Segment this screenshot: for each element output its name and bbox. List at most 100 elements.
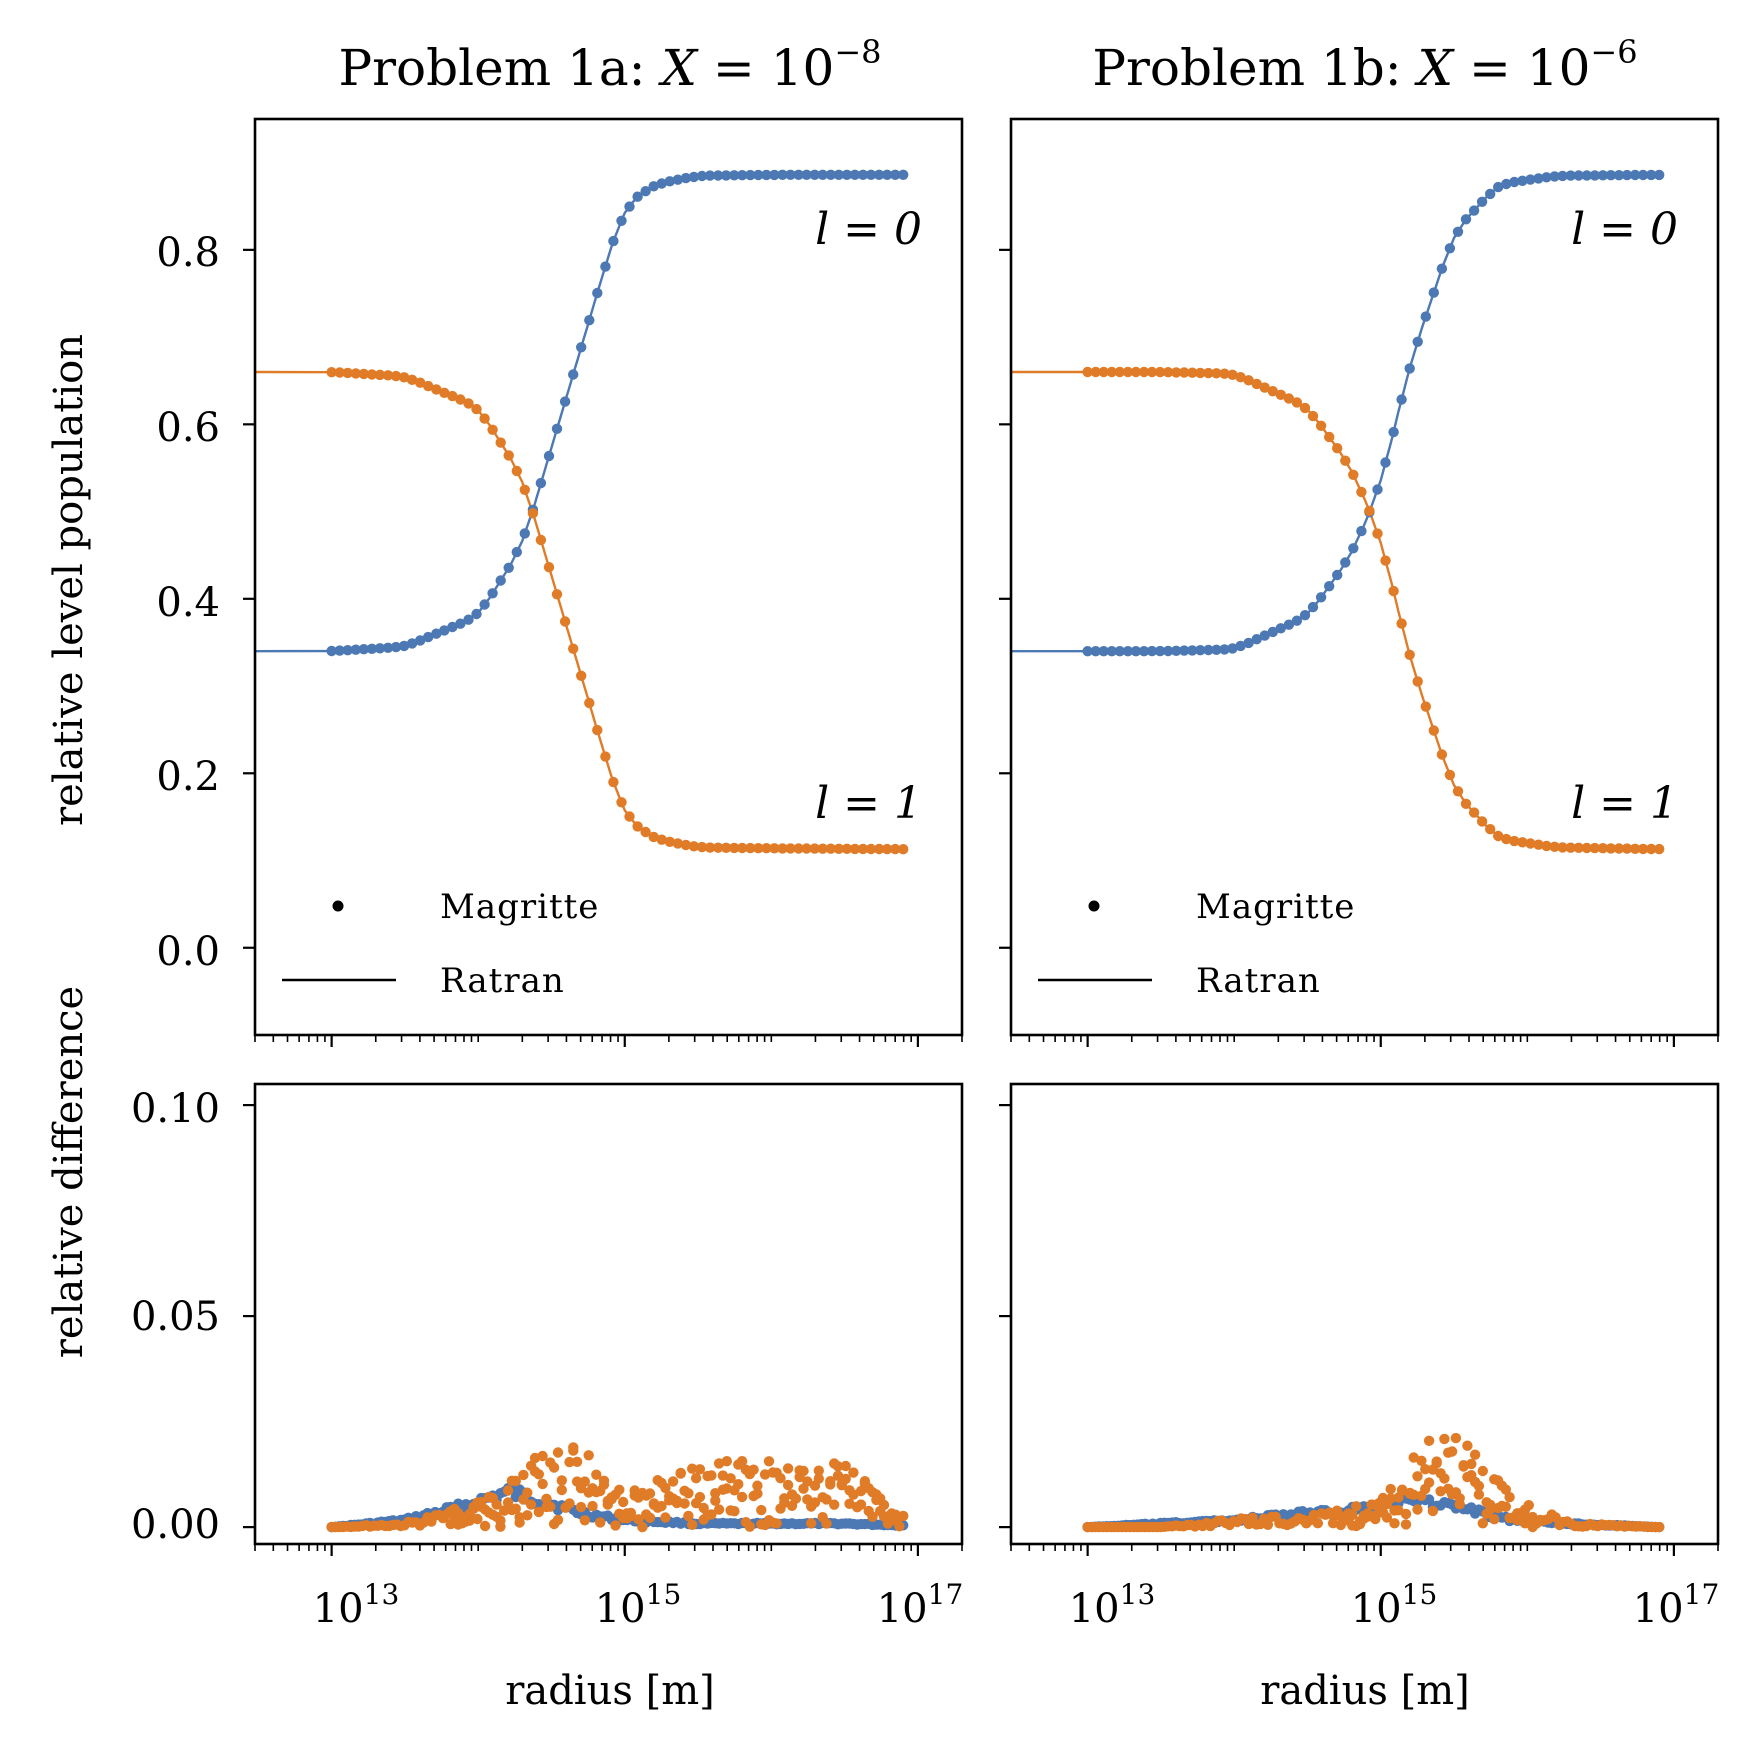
data-point-l0 [559, 396, 571, 407]
data-point-l0 [398, 640, 410, 652]
data-point-l0 [1509, 176, 1520, 188]
diff-point-l1 [752, 1480, 763, 1491]
data-point-l1 [865, 843, 877, 855]
data-point-l0 [696, 170, 708, 182]
data-point-l1 [1114, 366, 1126, 378]
diff-point-l1 [840, 1460, 851, 1472]
diff-point-l1 [522, 1487, 533, 1498]
data-point-l1 [890, 843, 901, 855]
data-point-l1 [350, 368, 361, 379]
diff-point-l1 [744, 1521, 755, 1532]
data-point-l1 [1211, 368, 1222, 379]
data-point-l0 [519, 528, 530, 539]
diff-point-l1 [1477, 1518, 1489, 1529]
diff-point-l1 [1312, 1518, 1324, 1529]
data-point-l1 [1428, 725, 1440, 736]
data-point-l1 [559, 616, 571, 627]
data-point-l1 [398, 372, 410, 383]
data-point-l0 [881, 169, 893, 180]
diff-point-l1 [736, 1491, 748, 1503]
diff-point-l1 [1408, 1489, 1419, 1501]
data-point-l0 [1460, 214, 1472, 225]
diff-point-l1 [591, 1469, 602, 1480]
data-point-l1 [1171, 367, 1182, 378]
diff-point-l1 [840, 1473, 851, 1485]
diff-point-l1 [644, 1512, 656, 1524]
data-point-l1 [1444, 769, 1456, 781]
data-point-l0 [1565, 170, 1576, 181]
diff-point-l1 [867, 1511, 878, 1523]
data-point-l0 [1340, 557, 1351, 568]
data-point-l1 [841, 843, 853, 854]
diff-point-l1 [472, 1513, 483, 1525]
data-point-l0 [865, 169, 877, 180]
data-point-l0 [592, 287, 603, 299]
data-point-l1 [1597, 843, 1609, 854]
data-point-l1 [1219, 368, 1230, 379]
diff-point-l1 [595, 1517, 606, 1528]
data-point-l1 [584, 697, 595, 709]
diff-point-l1 [656, 1500, 667, 1512]
data-point-l0 [785, 169, 796, 180]
data-point-l0 [1629, 169, 1641, 181]
data-point-l0 [1452, 226, 1464, 237]
diff-point-l1 [1439, 1473, 1450, 1484]
data-point-l1 [568, 643, 579, 654]
bottom-y-tick-label: 0.05 [131, 1294, 220, 1340]
data-point-l0 [1203, 644, 1214, 656]
data-point-l1 [769, 843, 780, 854]
diff-point-l1 [518, 1469, 529, 1481]
data-point-l1 [366, 369, 378, 380]
data-point-l0 [680, 172, 692, 184]
diff-point-l1 [713, 1504, 725, 1515]
top-y-tick-label: 0.4 [156, 580, 220, 626]
data-point-l1 [1203, 367, 1214, 379]
diff-point-l1 [598, 1475, 610, 1487]
diff-point-l1 [671, 1497, 683, 1509]
data-point-l0 [334, 645, 345, 656]
data-point-l0 [1533, 173, 1544, 184]
data-point-l1 [543, 562, 555, 573]
data-point-l1 [1324, 431, 1335, 443]
data-point-l0 [1541, 172, 1552, 183]
panel-b-title: Problem 1b: X = 10−6 [1092, 33, 1637, 97]
diff-point-l1 [802, 1476, 813, 1487]
data-point-l0 [1517, 175, 1528, 186]
diff-point-l1 [779, 1493, 790, 1504]
data-point-l1 [1122, 366, 1134, 378]
data-point-l0 [415, 635, 426, 646]
diff-point-l1 [514, 1517, 525, 1528]
data-point-l0 [1621, 169, 1633, 181]
diff-point-l1 [510, 1475, 521, 1487]
diff-point-l1 [729, 1506, 740, 1517]
diff-point-l1 [710, 1495, 721, 1506]
data-point-l1 [648, 831, 659, 843]
legend-marker [332, 900, 344, 912]
diff-point-l1 [533, 1469, 544, 1480]
data-point-l0 [358, 644, 369, 655]
diff-point-l1 [618, 1496, 629, 1508]
data-point-l1 [479, 413, 490, 424]
diff-point-l1 [495, 1521, 506, 1532]
data-point-l1 [761, 843, 772, 854]
x-tick-label: 1013 [1069, 1578, 1156, 1632]
data-point-l0 [1243, 637, 1254, 649]
legend: Magritte Ratran [1038, 887, 1354, 1001]
data-point-l1 [1485, 824, 1496, 835]
diff-point-l1 [1351, 1501, 1362, 1512]
diff-point-l1 [752, 1488, 763, 1499]
data-point-l1 [1517, 837, 1528, 848]
diff-point-l1 [625, 1507, 637, 1519]
series-label-l0: l = 0 [1571, 204, 1678, 255]
data-point-l0 [439, 625, 450, 636]
diff-point-l1 [552, 1514, 564, 1526]
data-point-l0 [600, 261, 611, 272]
diff-point-l1 [1504, 1492, 1515, 1503]
data-point-l1 [704, 842, 716, 853]
diff-point-l1 [1439, 1433, 1450, 1445]
diff-point-l1 [694, 1491, 706, 1503]
data-point-l1 [737, 842, 748, 854]
diff-point-l1 [1400, 1519, 1412, 1530]
data-point-l1 [342, 367, 353, 379]
diff-point-l1 [1477, 1465, 1489, 1477]
